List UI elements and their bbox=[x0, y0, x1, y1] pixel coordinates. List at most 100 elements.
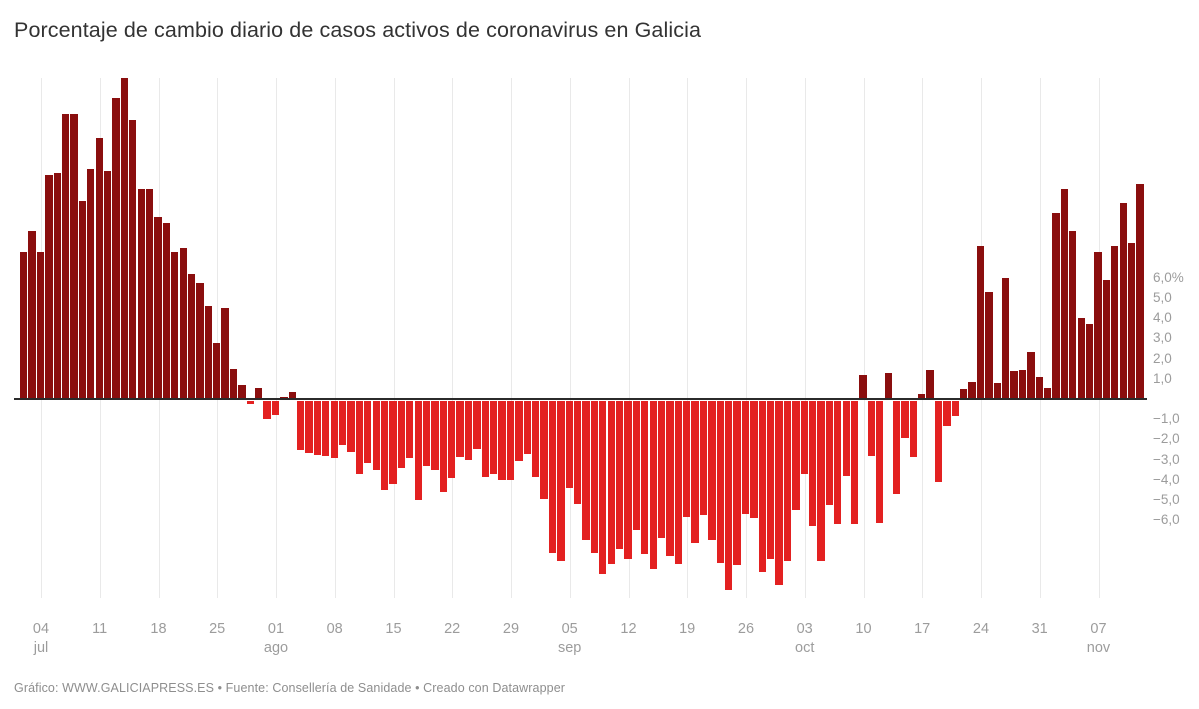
bar-10-jul[interactable] bbox=[87, 168, 95, 399]
bar-18-jul[interactable] bbox=[154, 217, 162, 399]
bar-11-sep[interactable] bbox=[615, 401, 624, 549]
bar-30-sep[interactable] bbox=[775, 401, 783, 585]
bar-23-jul[interactable] bbox=[196, 282, 204, 399]
bar-14-sep[interactable] bbox=[641, 401, 649, 554]
bar-08-nov[interactable] bbox=[1102, 279, 1111, 399]
bar-12-sep[interactable] bbox=[624, 401, 632, 559]
bar-12-jul[interactable] bbox=[103, 170, 112, 399]
bar-29-oct[interactable] bbox=[1018, 369, 1027, 399]
bar-05-sep[interactable] bbox=[565, 401, 573, 488]
bar-16-oct[interactable] bbox=[909, 401, 918, 457]
bar-16-sep[interactable] bbox=[657, 401, 666, 539]
bar-12-oct[interactable] bbox=[876, 401, 884, 524]
bar-03-sep[interactable] bbox=[548, 401, 557, 553]
bar-06-oct[interactable] bbox=[825, 401, 834, 505]
bar-27-ago[interactable] bbox=[490, 401, 498, 474]
bar-09-nov[interactable] bbox=[1111, 245, 1119, 399]
bar-08-ago[interactable] bbox=[330, 401, 338, 458]
bar-23-sep[interactable] bbox=[716, 401, 724, 563]
bar-09-jul[interactable] bbox=[78, 201, 87, 399]
bar-23-oct[interactable] bbox=[968, 381, 976, 399]
bar-04-oct[interactable] bbox=[808, 401, 817, 527]
bar-08-sep[interactable] bbox=[590, 401, 599, 553]
bar-11-jul[interactable] bbox=[95, 138, 103, 399]
bar-05-jul[interactable] bbox=[45, 174, 53, 399]
bar-05-nov[interactable] bbox=[1077, 318, 1085, 399]
bar-11-ago[interactable] bbox=[355, 401, 364, 474]
bar-21-sep[interactable] bbox=[699, 401, 708, 516]
bar-14-jul[interactable] bbox=[120, 77, 129, 399]
bar-13-ago[interactable] bbox=[372, 401, 380, 470]
bar-15-ago[interactable] bbox=[389, 401, 397, 484]
bar-18-sep[interactable] bbox=[674, 401, 683, 564]
bar-23-ago[interactable] bbox=[456, 401, 464, 457]
bar-17-sep[interactable] bbox=[666, 401, 674, 556]
bar-15-oct[interactable] bbox=[901, 401, 909, 439]
bar-01-ago[interactable] bbox=[271, 401, 280, 416]
bar-25-oct[interactable] bbox=[985, 291, 993, 399]
bar-26-oct[interactable] bbox=[993, 382, 1001, 399]
bar-29-ago[interactable] bbox=[506, 401, 515, 480]
bar-31-ago[interactable] bbox=[523, 401, 531, 454]
bar-28-ago[interactable] bbox=[498, 401, 506, 480]
bar-25-sep[interactable] bbox=[733, 401, 741, 565]
bar-22-ago[interactable] bbox=[448, 401, 456, 478]
bar-22-jul[interactable] bbox=[187, 273, 196, 399]
bar-01-sep[interactable] bbox=[532, 401, 540, 477]
bar-12-ago[interactable] bbox=[364, 401, 372, 463]
bar-31-jul[interactable] bbox=[263, 401, 271, 420]
bar-01-oct[interactable] bbox=[783, 401, 792, 561]
bar-28-jul[interactable] bbox=[238, 384, 246, 399]
bar-14-oct[interactable] bbox=[892, 401, 901, 494]
bar-19-sep[interactable] bbox=[683, 401, 691, 518]
bar-31-oct[interactable] bbox=[1035, 376, 1043, 399]
bar-02-jul[interactable] bbox=[20, 251, 28, 399]
bar-17-oct[interactable] bbox=[918, 393, 926, 399]
bar-08-oct[interactable] bbox=[842, 401, 850, 476]
bar-24-oct[interactable] bbox=[976, 245, 985, 399]
bar-30-oct[interactable] bbox=[1027, 351, 1035, 399]
bar-10-sep[interactable] bbox=[607, 401, 615, 564]
bar-25-jul[interactable] bbox=[213, 343, 221, 399]
bar-17-ago[interactable] bbox=[406, 401, 414, 458]
bar-21-ago[interactable] bbox=[439, 401, 448, 492]
bar-19-jul[interactable] bbox=[162, 223, 171, 399]
bar-28-sep[interactable] bbox=[758, 401, 766, 572]
bar-10-nov[interactable] bbox=[1119, 203, 1127, 399]
bar-07-nov[interactable] bbox=[1094, 251, 1102, 399]
bar-28-oct[interactable] bbox=[1010, 370, 1018, 399]
bar-09-sep[interactable] bbox=[599, 401, 607, 574]
bar-10-ago[interactable] bbox=[347, 401, 355, 452]
bar-27-sep[interactable] bbox=[750, 401, 758, 519]
bar-09-ago[interactable] bbox=[338, 401, 347, 446]
bar-20-jul[interactable] bbox=[171, 251, 179, 399]
bar-04-sep[interactable] bbox=[557, 401, 565, 561]
bar-19-oct[interactable] bbox=[934, 401, 943, 482]
bar-16-ago[interactable] bbox=[397, 401, 406, 468]
bar-20-ago[interactable] bbox=[431, 401, 439, 470]
bar-02-nov[interactable] bbox=[1052, 213, 1060, 399]
bar-17-jul[interactable] bbox=[145, 188, 154, 399]
bar-15-sep[interactable] bbox=[649, 401, 657, 569]
bar-30-jul[interactable] bbox=[255, 387, 263, 399]
bar-04-ago[interactable] bbox=[297, 401, 305, 450]
bar-10-oct[interactable] bbox=[859, 374, 867, 399]
bar-14-ago[interactable] bbox=[380, 401, 389, 490]
bar-21-oct[interactable] bbox=[951, 401, 959, 417]
bar-06-sep[interactable] bbox=[573, 401, 582, 504]
bar-07-ago[interactable] bbox=[322, 401, 330, 456]
bar-24-ago[interactable] bbox=[464, 401, 473, 460]
bar-05-oct[interactable] bbox=[817, 401, 825, 561]
bar-27-jul[interactable] bbox=[229, 368, 238, 399]
bar-24-jul[interactable] bbox=[204, 306, 212, 399]
bar-24-sep[interactable] bbox=[725, 401, 733, 590]
bar-08-jul[interactable] bbox=[70, 114, 78, 399]
bar-03-nov[interactable] bbox=[1060, 188, 1069, 399]
bar-27-oct[interactable] bbox=[1002, 277, 1010, 399]
bar-18-ago[interactable] bbox=[414, 401, 422, 500]
bar-20-oct[interactable] bbox=[943, 401, 951, 427]
bar-03-oct[interactable] bbox=[800, 401, 808, 474]
bar-11-nov[interactable] bbox=[1127, 242, 1136, 399]
bar-29-jul[interactable] bbox=[246, 401, 254, 404]
bar-04-jul[interactable] bbox=[36, 251, 45, 399]
